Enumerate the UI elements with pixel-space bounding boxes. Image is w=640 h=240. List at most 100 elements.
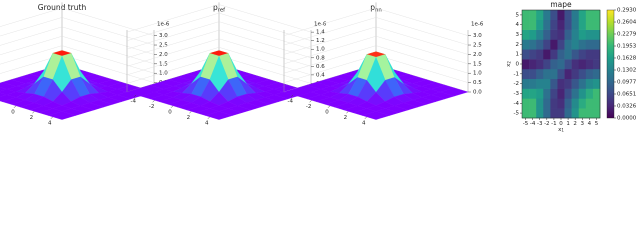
figure: Ground truth0.00.51.01.52.02.53.01e-6-4-… (0, 0, 637, 133)
z-tick-label: 3.0 (473, 33, 482, 39)
heatmap-cell (585, 88, 594, 99)
x-axis-label-subscript: 1 (561, 128, 564, 133)
heatmap-cell (564, 78, 572, 89)
heatmap-cell (571, 29, 580, 40)
heatmap-cell (564, 49, 572, 60)
z-tick-label: 0.5 (473, 80, 482, 86)
panel-title-main: p (213, 3, 218, 12)
x-tick-label: -2 (149, 104, 154, 110)
heatmap-cell (536, 88, 544, 99)
heatmap-cell (578, 98, 587, 109)
heatmap-cell (543, 59, 551, 70)
z-tick-label: 0.4 (316, 72, 325, 78)
x-tick (364, 116, 367, 120)
x-tick-label: 5 (595, 121, 599, 127)
heatmap-cell (543, 88, 551, 99)
x-tick-label: 4 (588, 121, 592, 127)
heatmap-cell (522, 108, 530, 119)
heatmap-cell (529, 29, 537, 40)
y-tick-label: 1 (516, 52, 520, 58)
x-tick-label: -4 (287, 98, 293, 104)
heatmap-cell (585, 39, 594, 50)
y-axis-label: x2 (506, 61, 512, 67)
grid-line (0, 36, 155, 65)
grid-line (283, 17, 469, 46)
colorbar-tick-label: 0.0326 (617, 103, 637, 109)
z-tick-label: 2.5 (159, 43, 168, 49)
heatmap-cell (578, 39, 587, 50)
heatmap-cell (550, 49, 558, 60)
x-tick-label: 3 (581, 121, 585, 127)
x-tick (309, 100, 312, 103)
z-tick-label: 1.0 (473, 71, 482, 77)
heatmap-cell (578, 49, 587, 60)
heatmap-cell (522, 10, 530, 21)
heatmap-cell (529, 49, 537, 60)
heatmap-cell (522, 59, 530, 70)
heatmap-cell (571, 88, 580, 99)
x-tick-label: 2 (187, 115, 191, 121)
panel-title-subscript: ref (218, 7, 225, 13)
z-tick-label: 2.5 (473, 43, 482, 49)
heatmap-cell (522, 49, 530, 60)
heatmap-cell (557, 19, 565, 30)
heatmap-cell (571, 59, 580, 70)
grid-line (0, 17, 155, 46)
surface-facet (0, 92, 8, 97)
y-tick-label: -4 (514, 101, 520, 107)
x-tick-label: -2 (544, 121, 549, 127)
heatmap-cell (592, 10, 601, 21)
heatmap-cell (522, 39, 530, 50)
heatmap-cell (550, 68, 558, 80)
heatmap-cell (585, 78, 594, 89)
heatmap-cell (536, 68, 544, 80)
heatmap-cell (571, 68, 580, 80)
heatmap-cell (557, 59, 565, 70)
heatmap-cell (529, 59, 537, 70)
grid-line (0, 7, 155, 36)
heatmap-cell (557, 29, 565, 40)
heatmap-cell (529, 10, 537, 21)
heatmap-cell (536, 108, 544, 119)
heatmap-cell (564, 39, 572, 50)
heatmap-cell (522, 78, 530, 89)
heatmap-cell (564, 59, 572, 70)
heatmap-cell (522, 29, 530, 40)
heatmap-cell (536, 39, 544, 50)
heatmap-cell (585, 29, 594, 40)
heatmap-cell (571, 98, 580, 109)
grid-line (126, 21, 312, 50)
heatmap-cell (536, 98, 544, 109)
y-axis-label-main: x (506, 63, 512, 67)
panel-title: pnn (370, 3, 382, 13)
colorbar-tick-label: 0.2279 (617, 31, 637, 37)
heatmap-cell (585, 59, 594, 70)
heatmap-cell (522, 68, 530, 80)
heatmap-cell (529, 68, 537, 80)
x-tick-label: 4 (205, 120, 209, 126)
heatmap-cell (585, 98, 594, 109)
grid-line (126, 12, 312, 41)
heatmap-cell (543, 98, 551, 109)
x-tick-label: -1 (551, 121, 556, 127)
heatmap-cell (564, 29, 572, 40)
x-tick-label: -3 (537, 121, 543, 127)
z-tick-label: 1.4 (316, 30, 325, 36)
heatmap-cell (550, 88, 558, 99)
x-tick-label: 1 (566, 121, 570, 127)
x-tick (189, 111, 192, 114)
panel-title: pref (213, 3, 225, 13)
x-tick (50, 116, 53, 120)
x-tick-label: 0 (168, 109, 172, 115)
heatmap-cell (592, 29, 601, 40)
heatmap-cell (550, 78, 558, 89)
heatmap-cell (557, 78, 565, 89)
surface-facet (204, 111, 234, 120)
heatmap-cell (557, 88, 565, 99)
heatmap-cell (578, 19, 587, 30)
x-tick-label: 2 (344, 115, 348, 121)
heatmap-cell (564, 88, 572, 99)
x-tick (152, 100, 155, 103)
heatmap-cell (543, 19, 551, 30)
y-tick-label: 5 (516, 12, 520, 18)
